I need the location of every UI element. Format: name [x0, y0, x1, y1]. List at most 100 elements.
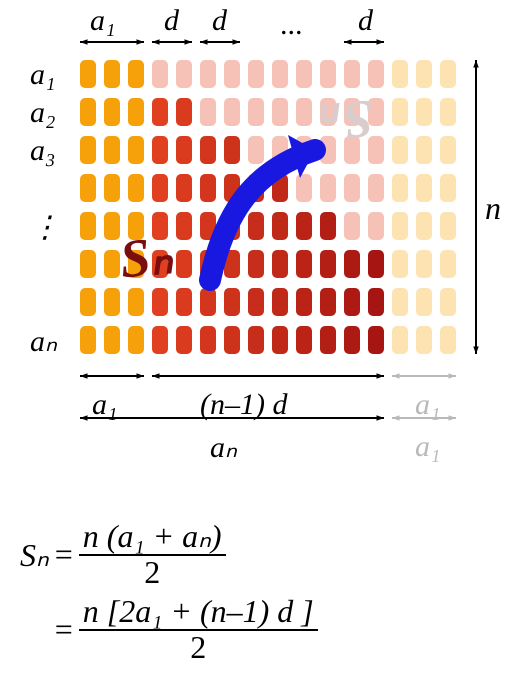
bottom-a1-label: a₁: [92, 388, 117, 422]
grid-cell: [128, 326, 144, 354]
grid-cell: [296, 60, 312, 88]
grid-cell: [368, 60, 384, 88]
grid-cell: [200, 288, 216, 316]
grid-cell: [152, 98, 168, 126]
grid-cell: [416, 326, 432, 354]
grid-cell: [344, 60, 360, 88]
grid-cell: [152, 326, 168, 354]
grid-cell: [296, 212, 312, 240]
row-label: a₁: [30, 58, 55, 92]
grid-cell: [248, 212, 264, 240]
grid-cell: [320, 326, 336, 354]
grid-cell: [200, 60, 216, 88]
grid-cell: [344, 174, 360, 202]
grid-cell: [104, 174, 120, 202]
big-sn-label: Sₙ: [117, 222, 175, 290]
top-d-right-label: d: [358, 4, 373, 38]
grid-cell: [176, 174, 192, 202]
grid-cell: [176, 136, 192, 164]
grid-cell: [440, 250, 456, 278]
grid-cell: [152, 174, 168, 202]
grid-cell: [80, 288, 96, 316]
grid-cell: [128, 136, 144, 164]
grid-cell: [416, 136, 432, 164]
grid-cell: [296, 250, 312, 278]
grid-cell: [248, 98, 264, 126]
top-d2-label: d: [212, 4, 227, 38]
grid-cell: [416, 212, 432, 240]
grid-cell: [224, 60, 240, 88]
formula-line-1: Sₙ = n (a₁ + aₙ) 2: [20, 520, 318, 589]
grid-cell: [248, 326, 264, 354]
grid-cell: [200, 136, 216, 164]
grid-cell: [248, 136, 264, 164]
grid-cell: [440, 326, 456, 354]
grid-cell: [176, 98, 192, 126]
grid-cell: [440, 174, 456, 202]
grid-cell: [152, 136, 168, 164]
grid-cell: [416, 98, 432, 126]
top-dots-label: ...: [280, 8, 303, 42]
grid-cell: [296, 174, 312, 202]
grid-cell: [128, 98, 144, 126]
grid-cell: [344, 326, 360, 354]
grid-cell: [272, 326, 288, 354]
grid-cell: [368, 326, 384, 354]
grid-cell: [272, 98, 288, 126]
grid-cell: [392, 60, 408, 88]
grid-cell: [248, 288, 264, 316]
grid-cell: [392, 326, 408, 354]
row-label: a₂: [30, 96, 55, 130]
grid-cell: [152, 288, 168, 316]
grid-cell: [80, 174, 96, 202]
grid-cell: [176, 212, 192, 240]
grid-cell: [416, 250, 432, 278]
grid-cell: [320, 174, 336, 202]
grid-cell: [344, 250, 360, 278]
grid-cell: [344, 288, 360, 316]
grid-cell: [104, 98, 120, 126]
grid-cell: [104, 326, 120, 354]
grid-cell: [296, 288, 312, 316]
grid-cell: [416, 288, 432, 316]
grid-cell: [296, 326, 312, 354]
grid-cell: [200, 326, 216, 354]
grid-cell: [392, 250, 408, 278]
grid-cell: [224, 98, 240, 126]
grid-cell: [248, 250, 264, 278]
grid-cell: [392, 98, 408, 126]
grid-cell: [80, 98, 96, 126]
grid-cell: [104, 288, 120, 316]
grid-cell: [272, 250, 288, 278]
grid-cell: [440, 60, 456, 88]
row-label: a₃: [30, 134, 55, 168]
grid-cell: [80, 136, 96, 164]
grid-cell: [368, 212, 384, 240]
grid-cell: [440, 288, 456, 316]
rot-sn-label: Sₙ: [319, 87, 377, 155]
grid-cell: [176, 250, 192, 278]
grid-cell: [200, 98, 216, 126]
grid-cell: [320, 250, 336, 278]
grid-cell: [152, 60, 168, 88]
formula-block: Sₙ = n (a₁ + aₙ) 2 Sₙ = n [2a₁ + (n–1) d…: [20, 520, 318, 670]
bottom-n1d-label: (n–1) d: [200, 388, 287, 422]
bottom-a1-faded-label2: a₁: [415, 430, 440, 464]
grid-cell: [416, 174, 432, 202]
bottom-a1-faded-label: a₁: [415, 388, 440, 422]
grid-cell: [416, 60, 432, 88]
grid-cell: [104, 60, 120, 88]
grid-cell: [368, 288, 384, 316]
grid-cell: [176, 288, 192, 316]
grid-cell: [80, 250, 96, 278]
grid-cell: [80, 60, 96, 88]
grid-cell: [200, 174, 216, 202]
grid-cell: [176, 326, 192, 354]
grid-cell: [392, 288, 408, 316]
grid-cell: [128, 174, 144, 202]
grid-cell: [320, 60, 336, 88]
grid-cell: [440, 98, 456, 126]
grid-cell: [320, 212, 336, 240]
row-label: aₙ: [30, 324, 57, 359]
grid-cell: [104, 136, 120, 164]
